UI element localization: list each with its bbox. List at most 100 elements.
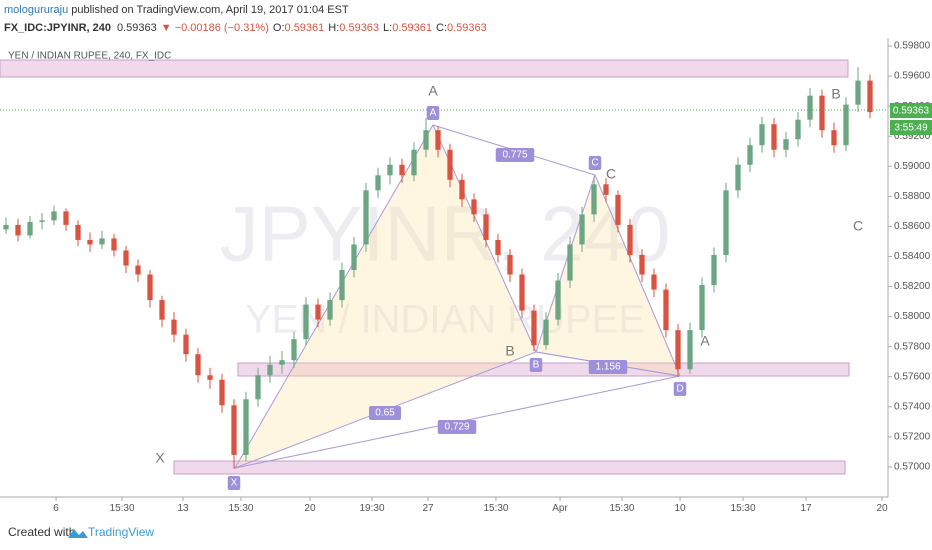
candle-body [171, 319, 177, 335]
candle-body [663, 289, 669, 331]
candle-body [87, 239, 93, 245]
candle-body [723, 190, 729, 255]
candle-body [111, 238, 117, 251]
logo [68, 529, 88, 538]
candle-body [759, 124, 765, 146]
candle-body [531, 310, 537, 346]
x-tick-label: Apr [552, 503, 568, 514]
candle-body [15, 224, 21, 236]
candle-body [807, 95, 813, 120]
quote-value: 0.59363 [447, 22, 487, 34]
candle-body [867, 80, 873, 113]
candle-body [483, 214, 489, 240]
published: published on TradingView.com, April 19, … [68, 4, 349, 16]
label-box [227, 476, 241, 490]
candle-body [435, 130, 441, 150]
candle-body [231, 405, 237, 455]
candle-body [543, 319, 549, 346]
candle-body [339, 270, 345, 301]
candle-body [387, 164, 393, 176]
label-box [588, 156, 602, 170]
label-box [369, 406, 401, 420]
label-text: B [533, 360, 540, 371]
candle-body [159, 300, 165, 320]
candle-body [99, 238, 105, 245]
candle-body [291, 339, 297, 361]
zone [173, 460, 846, 475]
chart: JPYINR, 240 YEN / INDIAN RUPEE XABCD0.77… [0, 51, 888, 490]
candle-body [831, 130, 837, 146]
x-tick-label: 17 [800, 503, 812, 514]
candle-body [855, 80, 861, 105]
y-tick-label: 0.59000 [894, 161, 931, 172]
y-tick-label: 0.57800 [894, 341, 931, 352]
candle-body [27, 221, 33, 236]
change: ▼ −0.00186 (−0.31%) [161, 22, 269, 34]
brand[interactable]: TradingView [88, 525, 154, 539]
candle-body [783, 139, 789, 150]
candle-body [579, 214, 585, 245]
candle-body [411, 149, 417, 176]
candle-body [843, 104, 849, 146]
label-box [495, 148, 535, 162]
label-box [588, 360, 628, 374]
wave-label: C [606, 166, 616, 182]
x-tick-label: 20 [876, 503, 888, 514]
y-tick-label: 0.57600 [894, 371, 931, 382]
overlay: X A B C D 0.775 0.65 0.729 1.156 X A B C A B C [155, 83, 863, 490]
candle-body [63, 211, 69, 225]
candle-body [459, 179, 465, 200]
label-text: 0.729 [444, 422, 469, 433]
axes: 0.57000 0.57200 0.57400 0.57600 0.57800 0.580… [53, 41, 930, 514]
created-with: Created with [8, 525, 75, 539]
x-tick-label: 10 [674, 503, 686, 514]
author[interactable]: mologururaju [4, 4, 68, 16]
y-tick-label: 0.58200 [894, 281, 931, 292]
zone [0, 59, 849, 78]
candle-body [519, 274, 525, 311]
quote-value: 0.59361 [285, 22, 325, 34]
candle-body [699, 285, 705, 331]
x-tick-label: 15:30 [110, 503, 135, 514]
y-tick-label: 0.58600 [894, 221, 931, 232]
y-tick-label: 0.58800 [894, 191, 931, 202]
last-price-bg [890, 103, 932, 118]
candle-body [675, 330, 681, 370]
candle-body [567, 244, 573, 281]
label-text: 0.775 [502, 150, 527, 161]
candle-body [735, 164, 741, 191]
x-tick-label: 15:30 [731, 503, 756, 514]
candle-body [135, 265, 141, 275]
candle-body [399, 164, 405, 176]
label-text: X [231, 478, 238, 489]
y-tick-label: 0.59200 [894, 131, 931, 142]
candle-body [639, 254, 645, 275]
candle-body [819, 95, 825, 131]
label-box [426, 106, 440, 120]
candle-body [219, 379, 225, 406]
x-tick-label: 15:30 [609, 503, 634, 514]
candle-body [711, 254, 717, 286]
candle-body [183, 334, 189, 355]
watermark-name: YEN / INDIAN RUPEE [245, 298, 645, 342]
candle-body [423, 130, 429, 150]
wave-label: B [831, 86, 840, 102]
quote-line: FX_IDC:JPYINR, 240 0.59363 ▼ −0.00186 (−0.… [4, 22, 487, 34]
candle-body [615, 194, 621, 225]
candle-body [351, 244, 357, 271]
wave-label: X [155, 450, 165, 466]
x-tick-label: 13 [177, 503, 189, 514]
y-tick-label: 0.58000 [894, 311, 931, 322]
candle-body [255, 375, 261, 400]
candle-body [687, 330, 693, 370]
quote-label: C: [436, 22, 447, 34]
candle-body [327, 300, 333, 320]
candle-body [627, 224, 633, 255]
label-box [529, 358, 543, 372]
chart-title: YEN / INDIAN RUPEE, 240, FX_IDC [8, 51, 171, 62]
candle-body [495, 239, 501, 255]
symbol: FX_IDC:JPYINR, 240 [4, 22, 111, 34]
candle-body [363, 190, 369, 245]
candle-body [75, 224, 81, 240]
